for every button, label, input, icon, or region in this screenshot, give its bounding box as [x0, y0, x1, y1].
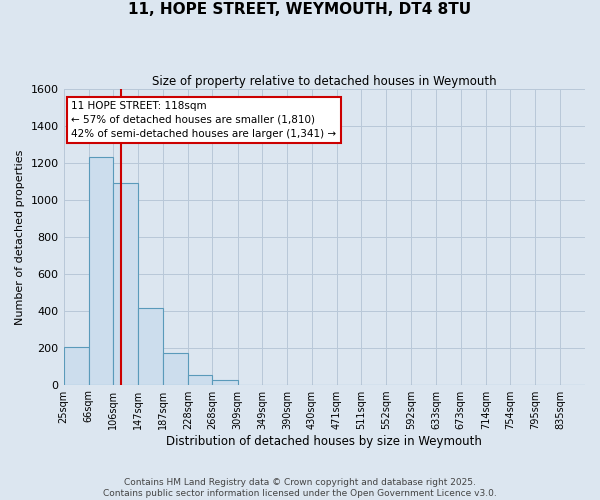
Title: Size of property relative to detached houses in Weymouth: Size of property relative to detached ho… — [152, 75, 497, 88]
Text: 11 HOPE STREET: 118sqm
← 57% of detached houses are smaller (1,810)
42% of semi-: 11 HOPE STREET: 118sqm ← 57% of detached… — [71, 101, 337, 139]
X-axis label: Distribution of detached houses by size in Weymouth: Distribution of detached houses by size … — [166, 434, 482, 448]
Y-axis label: Number of detached properties: Number of detached properties — [15, 149, 25, 324]
Text: Contains HM Land Registry data © Crown copyright and database right 2025.
Contai: Contains HM Land Registry data © Crown c… — [103, 478, 497, 498]
Text: 11, HOPE STREET, WEYMOUTH, DT4 8TU: 11, HOPE STREET, WEYMOUTH, DT4 8TU — [128, 2, 472, 18]
Bar — [138, 308, 163, 384]
Bar — [163, 353, 188, 384]
Bar — [113, 184, 138, 384]
Bar — [89, 156, 113, 384]
Bar — [212, 380, 238, 384]
Bar — [64, 346, 89, 385]
Bar — [188, 376, 212, 384]
